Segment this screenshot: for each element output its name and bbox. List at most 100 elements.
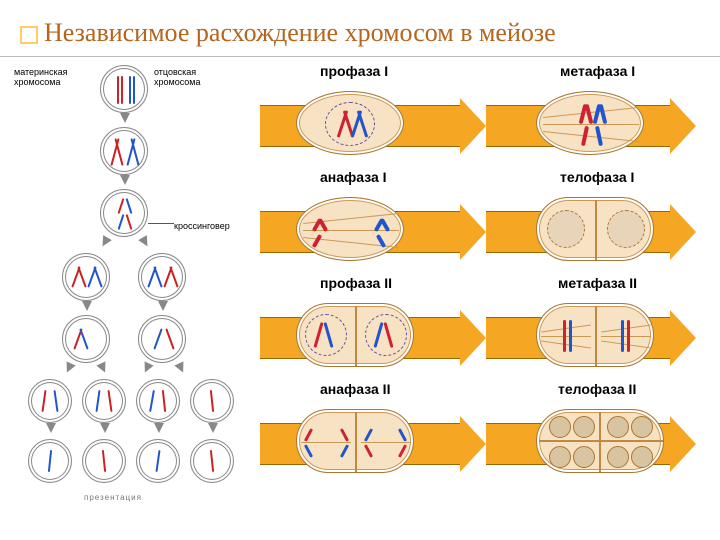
nucleus	[549, 416, 571, 438]
chrom-red	[364, 444, 373, 458]
spindle-line	[361, 442, 411, 443]
tree-cell-top	[100, 65, 148, 113]
tree-cell-replicated	[100, 127, 148, 175]
chrom-red	[312, 234, 322, 248]
chV	[93, 266, 102, 287]
cell-meta1	[536, 91, 644, 155]
tree-arrow	[158, 301, 168, 311]
title-bar: Независимое расхождение хромосом в мейоз…	[0, 0, 720, 57]
tree-cell-m1-right	[138, 253, 186, 301]
nucleus	[573, 416, 595, 438]
ch1	[95, 390, 100, 412]
spindle-line	[601, 336, 651, 337]
chV	[165, 328, 174, 349]
tree-arrow	[82, 301, 92, 311]
phase-label-ana1: анафаза I	[320, 169, 387, 185]
arrow-head-icon	[670, 310, 696, 366]
phase-label-telo1: телофаза I	[560, 169, 634, 185]
phase-row-4: анафаза II телофаза II	[260, 379, 712, 485]
crossover-line	[148, 223, 174, 224]
phase-label-meta2: метафаза II	[558, 275, 637, 291]
phase-row-1: профаза I метафаза I	[260, 61, 712, 167]
tree-cell-m1-left	[62, 253, 110, 301]
ch1	[210, 390, 214, 412]
cleavage-line	[599, 412, 601, 472]
title-accent-icon	[20, 26, 38, 44]
chV	[153, 328, 162, 349]
spindle-line	[301, 442, 351, 443]
chromX-mix	[126, 198, 133, 214]
nucleus	[573, 446, 595, 468]
chV	[79, 328, 88, 349]
arrow-head-icon	[670, 98, 696, 154]
ch1	[210, 450, 214, 472]
phase-label-telo2: телофаза II	[558, 381, 636, 397]
cell-ana1	[296, 197, 404, 261]
chrom-blue	[364, 428, 373, 442]
spindle-line	[543, 124, 639, 125]
tree-arrow	[62, 361, 75, 374]
nucleus	[607, 416, 629, 438]
tree-arrow	[96, 361, 109, 374]
tree-cell-f4	[190, 439, 234, 483]
maternal-label: материнская хромосома	[14, 67, 68, 87]
chrom-red	[304, 428, 313, 442]
arrow-head-icon	[460, 416, 486, 472]
chV	[77, 266, 86, 287]
chrom-red	[340, 428, 349, 442]
crossover-label: кроссинговер	[174, 221, 230, 231]
phase-label-ana2: анафаза II	[320, 381, 390, 397]
arrow-head-icon	[670, 416, 696, 472]
ch1	[48, 450, 52, 472]
nucleus	[607, 446, 629, 468]
paternal-label: отцовская хромосома	[154, 67, 201, 87]
chromX-mix	[118, 198, 125, 214]
chrom-blue	[133, 76, 135, 104]
tree-cell-f3	[136, 439, 180, 483]
cell-ana2	[296, 409, 414, 473]
nucleus	[631, 446, 653, 468]
tree-cell-f1	[28, 439, 72, 483]
cleavage-line	[355, 306, 357, 366]
tree-arrow	[174, 361, 187, 374]
cleavage-line	[595, 306, 597, 366]
tree-arrow	[140, 361, 153, 374]
chrom-blue	[304, 444, 313, 458]
chV	[153, 266, 162, 287]
ch1	[102, 450, 106, 472]
chrom-blue	[129, 76, 131, 104]
tree-arrow	[98, 235, 112, 249]
tree-cell-g2	[82, 379, 126, 423]
chrom-blue	[340, 444, 349, 458]
ch1	[149, 390, 155, 412]
ch1	[53, 390, 58, 412]
title-text: Независимое расхождение хромосом в мейоз…	[44, 18, 556, 47]
nucleus	[607, 210, 645, 248]
chrom-blue	[569, 320, 572, 352]
spindle-line	[601, 325, 651, 333]
nucleus	[631, 416, 653, 438]
chromosome-tree: материнская хромосома отцовская хромосом…	[14, 65, 254, 505]
nucleus	[547, 210, 585, 248]
ch1	[162, 390, 166, 412]
tree-cell-m2a-left	[62, 315, 110, 363]
right-column: профаза I метафаза I	[260, 61, 720, 505]
cleavage-line	[355, 412, 357, 472]
spindle-line	[541, 341, 591, 349]
cell-telo1	[536, 197, 654, 261]
spindle-line	[543, 131, 639, 142]
spindle-line	[303, 230, 399, 231]
arrow-head-icon	[460, 98, 486, 154]
chrom-red	[117, 76, 119, 104]
left-column: материнская хромосома отцовская хромосом…	[0, 61, 260, 505]
cell-meta2	[536, 303, 654, 367]
tree-cell-g3	[136, 379, 180, 423]
tree-cell-g1	[28, 379, 72, 423]
arrow-head-icon	[460, 310, 486, 366]
footer-faint: презентация	[84, 493, 142, 502]
tree-arrow	[208, 423, 218, 433]
tree-cell-crossover	[100, 189, 148, 237]
chrom-blue	[376, 234, 386, 248]
nucleus	[549, 446, 571, 468]
tree-arrow	[154, 423, 164, 433]
